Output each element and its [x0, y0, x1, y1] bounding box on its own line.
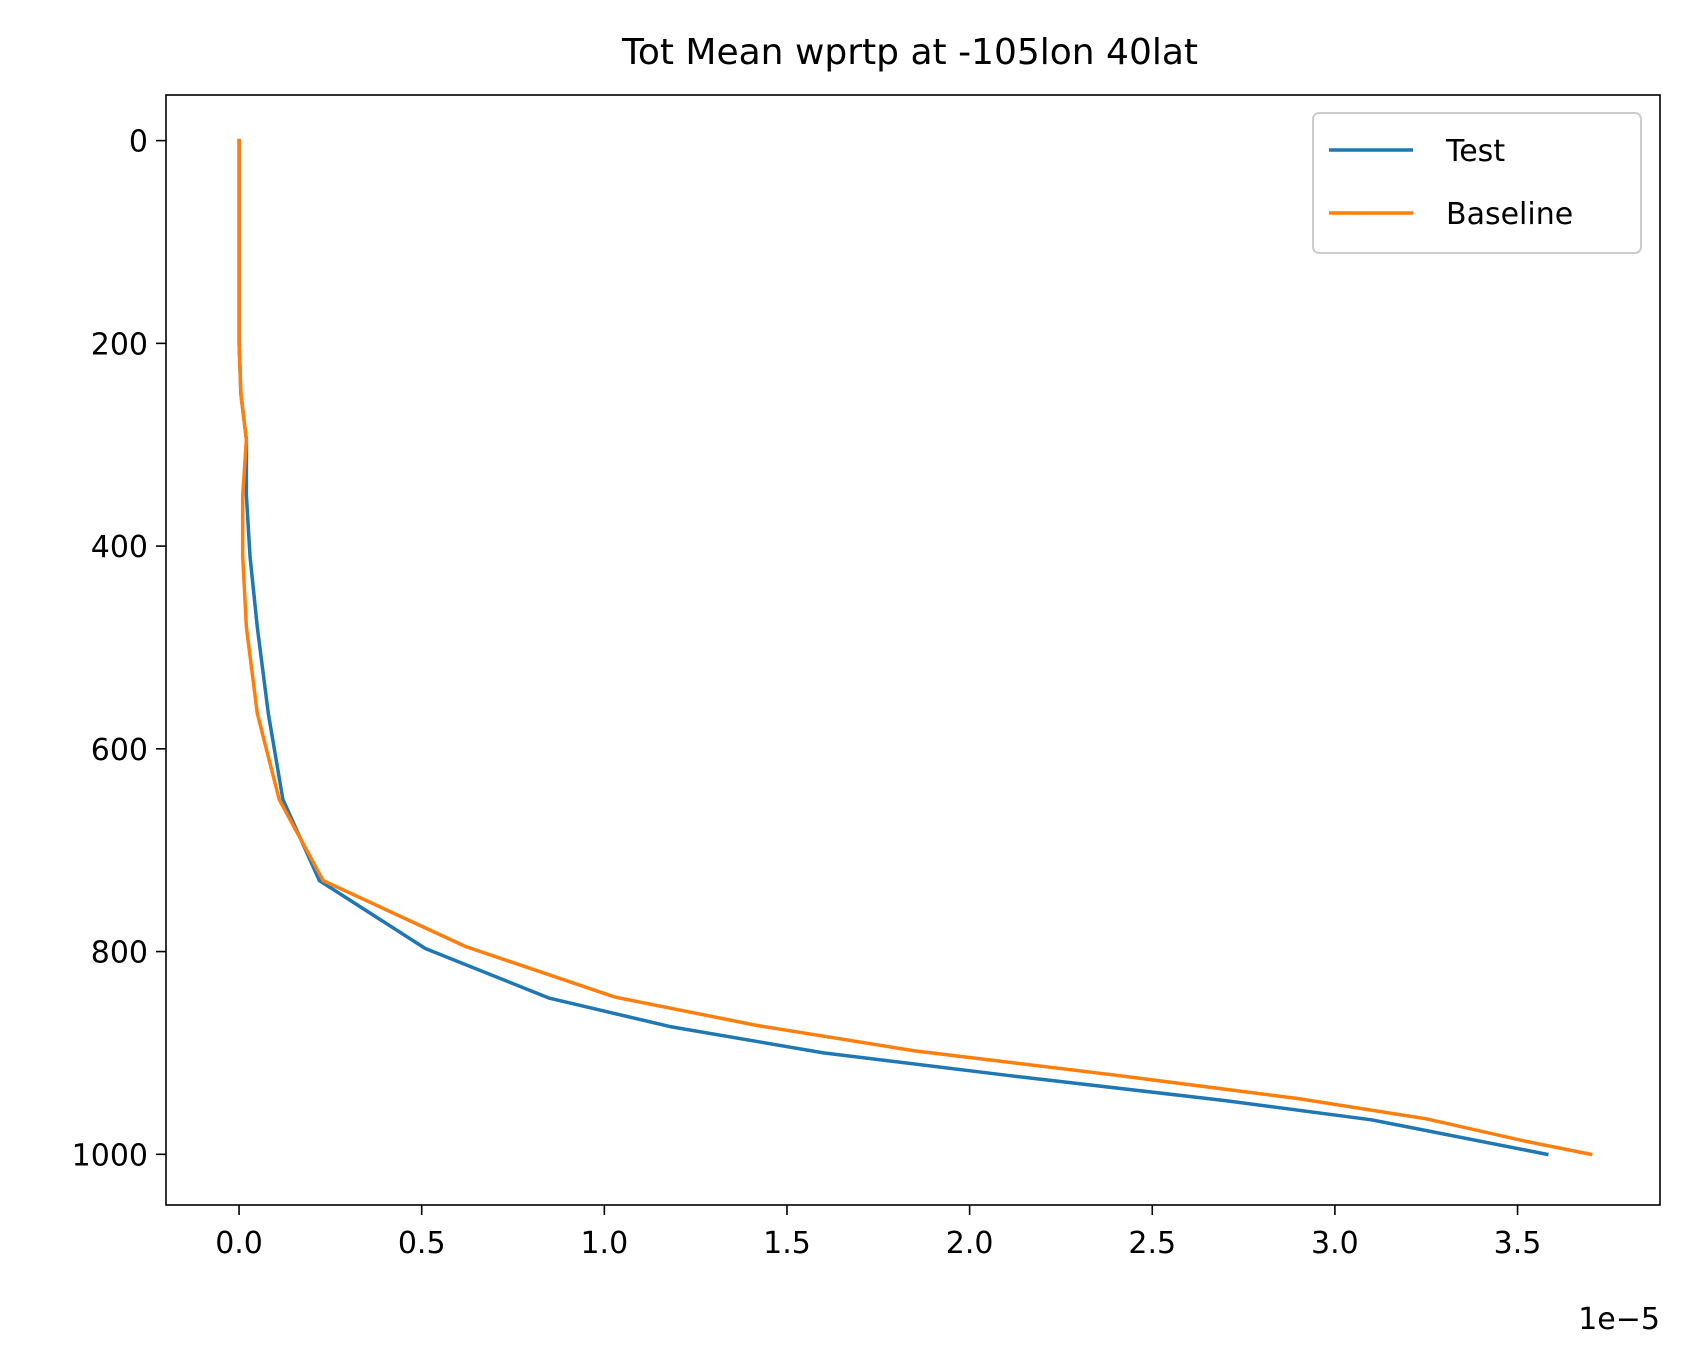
plot-frame	[165, 94, 1661, 1206]
x-tick-label: 1.5	[763, 1226, 811, 1261]
x-tick-label: 2.0	[946, 1226, 994, 1261]
y-tick-label: 1000	[72, 1138, 148, 1173]
y-tick-label: 0	[129, 125, 148, 160]
x-tick-label: 3.0	[1311, 1226, 1359, 1261]
y-tick-label: 800	[91, 936, 148, 971]
x-axis-offset-label: 1e−5	[1578, 1302, 1660, 1337]
series-layer	[237, 138, 1593, 1157]
legend: Test Baseline	[1312, 112, 1642, 254]
y-axis: 0 200 400 600 800 1000	[72, 125, 166, 1173]
series-line-baseline	[237, 138, 1593, 1157]
x-tick-label: 3.5	[1494, 1226, 1542, 1261]
x-axis: 0.0 0.5 1.0 1.5 2.0 2.5 3.0 3.5	[215, 1205, 1541, 1261]
y-tick-label: 600	[91, 733, 148, 768]
x-tick-label: 0.5	[398, 1226, 446, 1261]
x-tick-label: 0.0	[215, 1226, 263, 1261]
chart-title: Tot Mean wprtp at -105lon 40lat	[621, 32, 1198, 73]
y-tick-label: 400	[91, 530, 148, 565]
legend-box	[1312, 112, 1642, 254]
legend-label-baseline: Baseline	[1446, 197, 1573, 232]
x-tick-label: 1.0	[580, 1226, 628, 1261]
y-tick-label: 200	[91, 327, 148, 362]
legend-label-test: Test	[1445, 134, 1505, 169]
x-tick-label: 2.5	[1128, 1226, 1176, 1261]
